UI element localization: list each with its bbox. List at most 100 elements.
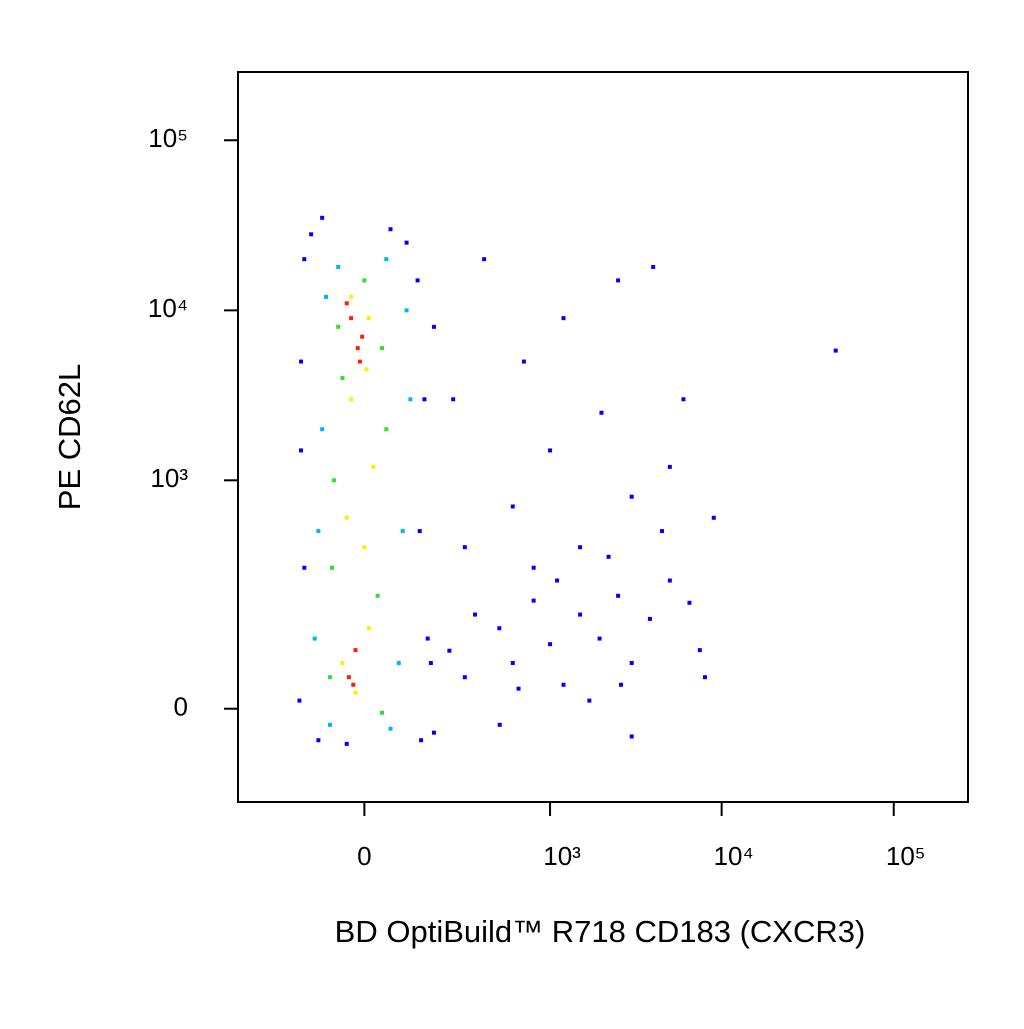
data-point — [578, 545, 583, 550]
data-point — [302, 257, 307, 262]
data-point — [711, 515, 716, 520]
x-tick-label: 10⁵ — [886, 841, 926, 871]
data-point — [384, 257, 389, 262]
data-point — [388, 726, 393, 731]
data-point — [355, 346, 360, 351]
data-point — [353, 690, 358, 695]
data-point — [616, 278, 621, 283]
y-tick-label: 10⁵ — [148, 123, 188, 153]
data-point — [531, 598, 536, 603]
data-point — [344, 301, 349, 306]
data-point — [299, 448, 304, 453]
data-point — [336, 264, 341, 269]
data-point — [316, 738, 321, 743]
x-axis-title: BD OptiBuild™ R718 CD183 (CXCR3) — [335, 914, 866, 949]
data-point — [462, 545, 467, 550]
data-point — [561, 316, 566, 321]
data-point — [316, 529, 321, 534]
data-point — [833, 348, 838, 353]
data-point — [330, 565, 335, 570]
y-tick-label: 10⁴ — [148, 293, 188, 323]
data-point — [349, 316, 354, 321]
data-point — [521, 359, 526, 364]
data-point — [629, 494, 634, 499]
data-point — [647, 616, 652, 621]
data-point — [578, 612, 583, 617]
data-point — [667, 464, 672, 469]
data-point — [561, 682, 566, 687]
data-point — [510, 504, 515, 509]
data-point — [366, 626, 371, 631]
data-point — [366, 316, 371, 321]
data-point — [312, 636, 317, 641]
data-point — [451, 397, 456, 402]
data-point — [340, 660, 345, 665]
data-point — [431, 324, 436, 329]
data-point — [380, 710, 385, 715]
data-point — [587, 698, 592, 703]
data-point — [351, 682, 356, 687]
data-point — [324, 294, 329, 299]
data-point — [302, 565, 307, 570]
plot-frame — [237, 71, 969, 803]
data-point — [425, 636, 430, 641]
data-point — [357, 359, 362, 364]
data-point — [375, 593, 380, 598]
data-point — [336, 324, 341, 329]
data-point — [415, 278, 420, 283]
data-point — [299, 359, 304, 364]
data-point — [364, 367, 369, 372]
data-point — [349, 397, 354, 402]
x-tick-label: 10³ — [543, 841, 581, 871]
data-point — [340, 376, 345, 381]
data-point — [616, 593, 621, 598]
data-point — [667, 578, 672, 583]
data-point — [597, 636, 602, 641]
data-point — [510, 660, 515, 665]
data-point — [309, 232, 314, 237]
data-point — [419, 738, 424, 743]
data-point — [327, 722, 332, 727]
data-point — [606, 554, 611, 559]
data-point — [404, 308, 409, 313]
data-point — [388, 227, 393, 232]
data-point — [360, 334, 365, 339]
data-point — [497, 626, 502, 631]
data-point — [346, 675, 351, 680]
data-point — [497, 722, 502, 727]
y-tick-label: 10³ — [150, 463, 188, 493]
data-point — [371, 464, 376, 469]
data-point — [417, 529, 422, 534]
data-point — [362, 545, 367, 550]
data-point — [408, 397, 413, 402]
data-point — [431, 730, 436, 735]
data-point — [687, 600, 692, 605]
data-point — [400, 529, 405, 534]
data-point — [349, 294, 354, 299]
data-point — [344, 515, 349, 520]
data-point — [327, 675, 332, 680]
data-point — [344, 741, 349, 746]
data-point — [473, 612, 478, 617]
y-axis-title: PE CD62L — [52, 364, 87, 510]
data-point — [422, 397, 427, 402]
data-point — [548, 642, 553, 647]
data-point — [548, 448, 553, 453]
y-tick-label: 0 — [174, 692, 188, 722]
data-point — [353, 648, 358, 653]
data-point — [320, 215, 325, 220]
x-tick-label: 10⁴ — [714, 841, 754, 871]
data-point — [447, 648, 452, 653]
data-point — [482, 257, 487, 262]
data-point — [384, 427, 389, 432]
data-point — [629, 660, 634, 665]
data-point — [599, 410, 604, 415]
x-tick-label: 0 — [357, 841, 371, 871]
data-point — [332, 478, 337, 483]
data-point — [380, 346, 385, 351]
data-point — [702, 675, 707, 680]
data-point — [651, 264, 656, 269]
data-point — [428, 660, 433, 665]
data-point — [681, 397, 686, 402]
